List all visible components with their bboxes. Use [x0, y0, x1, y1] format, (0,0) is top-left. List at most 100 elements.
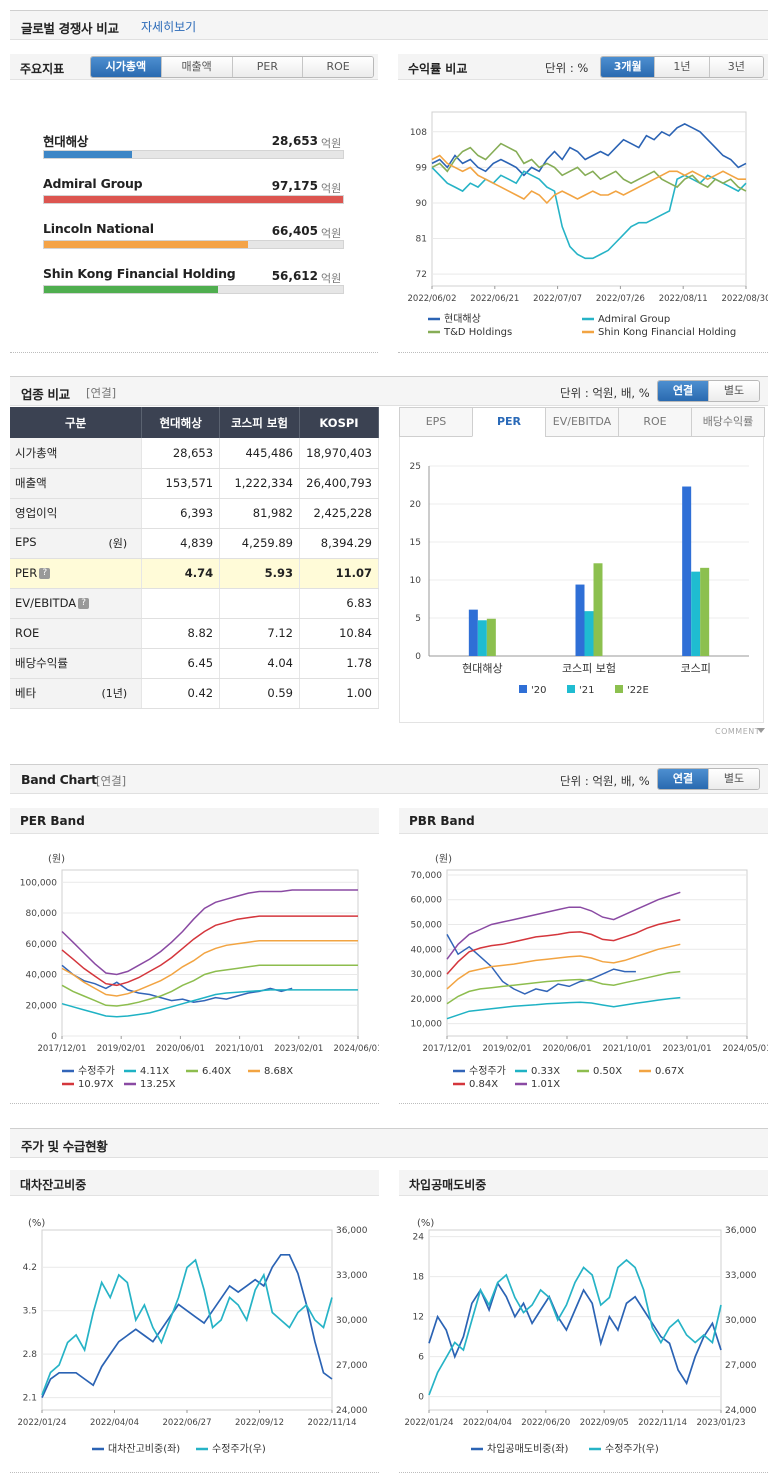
plot-area	[446, 869, 748, 1037]
row-label-text: ROE	[15, 626, 40, 640]
series-line	[428, 1281, 722, 1386]
help-icon[interactable]: ?	[78, 598, 90, 609]
y-tick-label: 10,000	[411, 1020, 443, 1030]
company-unit: 억원	[321, 137, 342, 150]
column-header: 구분	[10, 407, 143, 438]
series-line	[446, 996, 681, 1020]
y-tick-label: 50,000	[411, 921, 443, 931]
x-tick-label: 2022/07/07	[533, 294, 582, 304]
short-selling-title: 차입공매도비중	[409, 1178, 487, 1192]
company-value: 56,612	[271, 269, 318, 283]
tab-roe[interactable]: ROE	[618, 407, 692, 437]
y-tick-label: 0	[418, 1393, 424, 1403]
short-selling-header: 차입공매도비중	[399, 1170, 768, 1196]
bar	[700, 567, 710, 656]
x-tick-label: 2017/12/01	[38, 1044, 87, 1054]
detail-link[interactable]: 자세히보기	[141, 20, 197, 34]
x-tick-label: 코스피	[680, 662, 710, 675]
legend-label: 수정주가	[469, 1065, 506, 1077]
table-row: PER? 4.74 5.93 11.07	[10, 558, 379, 589]
column-header: KOSPI	[299, 407, 379, 438]
tab-dividend-yield[interactable]: 배당수익률	[691, 407, 765, 437]
tab-ev-ebitda[interactable]: EV/EBITDA	[545, 407, 619, 437]
legend-label: 대차잔고비중(좌)	[108, 1443, 180, 1455]
tab-market-cap[interactable]: 시가총액	[91, 57, 161, 77]
legend-swatch	[567, 685, 575, 693]
tab-3y[interactable]: 3년	[708, 57, 763, 77]
toggle-consolidated[interactable]: 연결	[658, 381, 708, 401]
per-band-title: PER Band	[20, 814, 85, 828]
table-cell: 4,839	[141, 528, 221, 559]
industry-consolidation-toggle: 연결 별도	[657, 380, 760, 402]
series-line	[428, 1258, 722, 1396]
tab-per[interactable]: PER	[472, 407, 546, 437]
bar	[575, 584, 585, 656]
y2-tick-label: 30,000	[336, 1316, 368, 1326]
value-bar-track	[43, 285, 344, 294]
row-label: 매출액	[10, 468, 143, 499]
y-tick-label: 3.5	[23, 1307, 37, 1317]
toggle-separate[interactable]: 별도	[708, 381, 759, 401]
legend-label: 수정주가	[78, 1065, 115, 1077]
table-row: EV/EBITDA? 6.83	[10, 588, 379, 619]
band-unit: 단위 : 억원, 배, %	[560, 774, 650, 788]
tab-roe[interactable]: ROE	[302, 57, 373, 77]
band-title: Band Chart	[21, 772, 97, 787]
bar	[486, 618, 496, 656]
y2-tick-label: 27,000	[725, 1361, 757, 1371]
supply-title: 주가 및 수급현황	[21, 1139, 108, 1154]
x-tick-label: 2022/04/04	[463, 1418, 512, 1428]
series-line	[41, 1253, 333, 1398]
legend-label: 0.50X	[593, 1066, 622, 1077]
column-header: 현대해상	[141, 407, 221, 438]
divider	[399, 1103, 768, 1104]
industry-comparison-table: 구분 현대해상 코스피 보험 KOSPI 시가총액 28,653 445,486 18…	[10, 407, 379, 709]
help-icon[interactable]: ?	[39, 568, 51, 579]
y-axis-unit: (%)	[417, 1218, 434, 1229]
bar	[477, 620, 487, 656]
y-tick-label: 2.1	[23, 1394, 37, 1404]
company-value: 97,175	[271, 179, 318, 193]
value-bar-track	[43, 150, 344, 159]
chevron-down-icon[interactable]	[757, 728, 765, 733]
y-tick-label: 90	[416, 199, 428, 209]
legend-label: 13.25X	[140, 1079, 176, 1090]
toggle-separate[interactable]: 별도	[708, 769, 759, 789]
y2-tick-label: 24,000	[336, 1406, 368, 1416]
legend-label: '21	[579, 685, 594, 696]
x-tick-label: 2024/06/01	[334, 1044, 380, 1054]
series-line	[61, 889, 358, 976]
plot-area	[428, 1229, 722, 1411]
y-tick-label: 70,000	[411, 871, 443, 881]
tab-1y[interactable]: 1년	[654, 57, 709, 77]
x-tick-label: 2020/06/01	[156, 1044, 205, 1054]
table-cell: 6.83	[299, 588, 379, 619]
row-note: (1년)	[101, 687, 128, 700]
short-selling-ratio-chart: (%) 0 6 12 18 24 24,000 27,000 30,000 33,000 36,00…	[405, 1218, 757, 1455]
table-cell: 153,571	[141, 468, 221, 499]
tab-per[interactable]: PER	[231, 57, 303, 77]
tab-revenue[interactable]: 매출액	[160, 57, 232, 77]
tab-3m[interactable]: 3개월	[601, 57, 655, 77]
x-tick-label: 2022/07/26	[596, 294, 645, 304]
divider	[10, 1103, 379, 1104]
row-label-text: PER	[15, 566, 38, 580]
comment-toggle[interactable]: COMMENT	[715, 727, 761, 736]
table-row: ROE 8.82 7.12 10.84	[10, 618, 379, 649]
company-name: 현대해상	[43, 134, 89, 149]
row-label: 베타 (1년)	[10, 678, 143, 709]
band-consolidation-toggle: 연결 별도	[657, 768, 760, 790]
series-line	[61, 964, 358, 1007]
table-cell: 8.82	[141, 618, 221, 649]
legend-label: 0.33X	[531, 1066, 560, 1077]
table-cell: 5.93	[219, 558, 300, 589]
y-tick-label: 25	[410, 462, 421, 472]
table-cell: 1.00	[299, 678, 379, 709]
table-cell	[219, 588, 300, 619]
y-tick-label: 0	[51, 1032, 57, 1042]
tab-eps[interactable]: EPS	[399, 407, 473, 437]
toggle-consolidated[interactable]: 연결	[658, 769, 708, 789]
table-cell: 2,425,228	[299, 498, 379, 529]
returns-chart: 72 81 90 99 108 2022/06/02 2022/06/21 2022/07/0…	[408, 111, 768, 338]
y2-tick-label: 36,000	[725, 1226, 757, 1236]
